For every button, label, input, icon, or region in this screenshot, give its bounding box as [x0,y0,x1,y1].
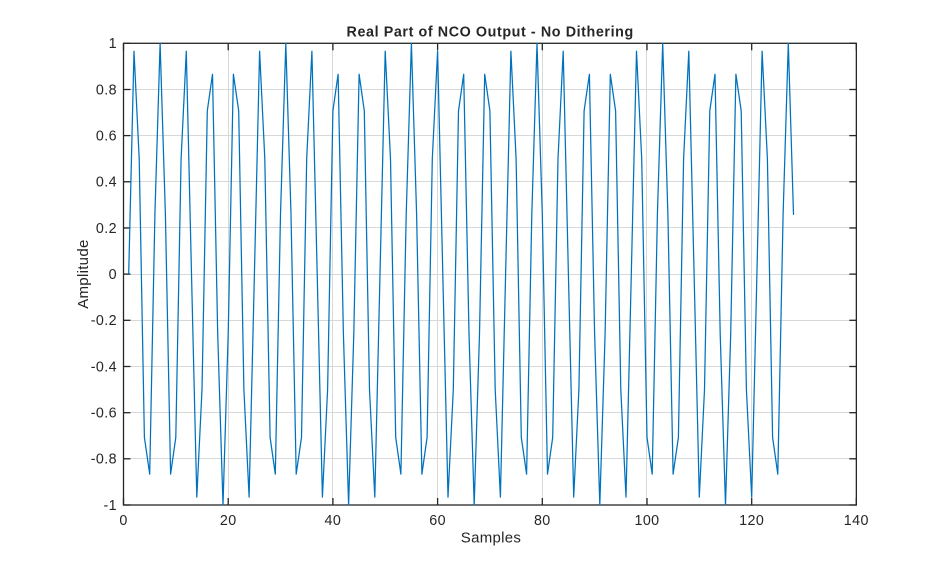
svg-text:Real Part of NCO Output - No D: Real Part of NCO Output - No Dithering [347,24,634,40]
svg-text:0.6: 0.6 [96,128,117,144]
svg-text:60: 60 [429,513,446,529]
svg-text:0.8: 0.8 [96,82,117,98]
svg-text:120: 120 [739,513,764,529]
svg-text:20: 20 [220,513,237,529]
svg-text:1: 1 [109,36,117,52]
svg-text:-0.4: -0.4 [91,359,117,375]
svg-text:Amplitude: Amplitude [75,239,92,308]
svg-text:-1: -1 [103,498,117,514]
svg-text:100: 100 [634,513,659,529]
svg-text:0.2: 0.2 [96,221,117,237]
svg-text:-0.2: -0.2 [91,313,117,329]
svg-text:-0.8: -0.8 [91,452,117,468]
svg-text:0.4: 0.4 [96,175,117,191]
svg-text:-0.6: -0.6 [91,406,117,422]
svg-text:0: 0 [119,513,127,529]
svg-text:0: 0 [109,267,117,283]
svg-text:80: 80 [534,513,551,529]
svg-text:Samples: Samples [461,530,521,547]
svg-text:40: 40 [325,513,342,529]
svg-text:140: 140 [844,513,869,529]
